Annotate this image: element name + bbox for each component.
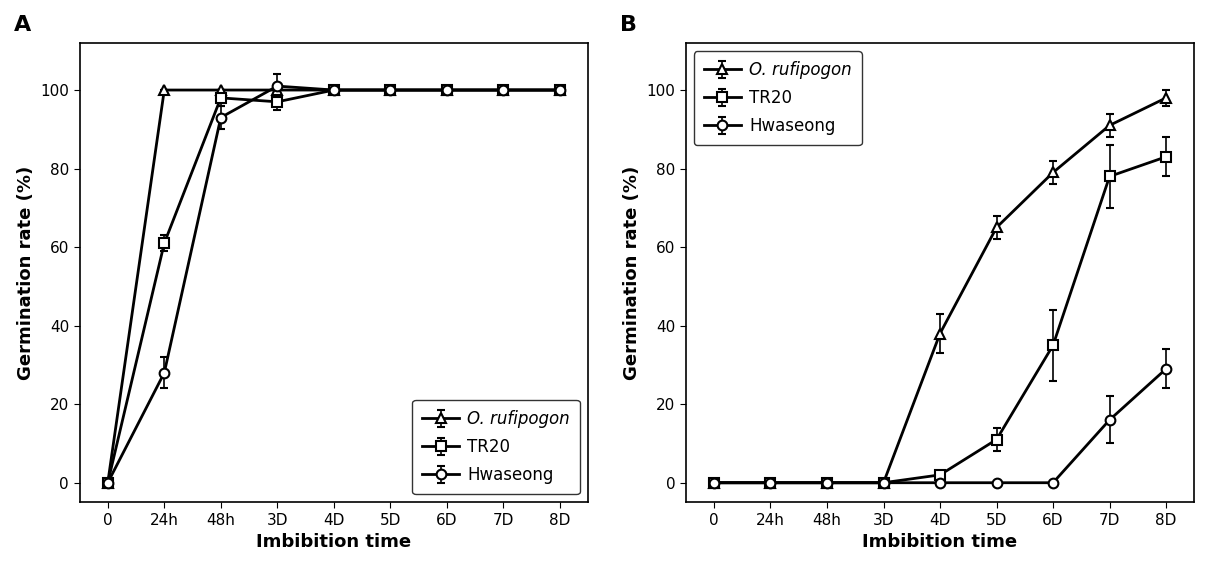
Legend: O. rufipogon, TR20, Hwaseong: O. rufipogon, TR20, Hwaseong (412, 400, 580, 494)
Legend: O. rufipogon, TR20, Hwaseong: O. rufipogon, TR20, Hwaseong (694, 51, 862, 145)
Y-axis label: Germination rate (%): Germination rate (%) (622, 165, 641, 380)
Y-axis label: Germination rate (%): Germination rate (%) (17, 165, 35, 380)
X-axis label: Imbibition time: Imbibition time (862, 533, 1017, 552)
X-axis label: Imbibition time: Imbibition time (257, 533, 412, 552)
Text: A: A (13, 15, 30, 35)
Text: B: B (620, 15, 637, 35)
